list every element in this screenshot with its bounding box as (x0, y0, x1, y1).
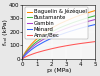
Amar/Bec (95, 41, 96, 42)
Amar/Bec (28, 55, 29, 56)
Bustamante (73, 22, 74, 23)
Ménard (28, 52, 29, 53)
Ménard (31, 49, 32, 50)
Amar/Bec (36, 52, 38, 53)
Gambin (34, 45, 35, 46)
Ménard (73, 30, 74, 31)
Amar/Bec (31, 54, 32, 55)
Baguelin & Jézéquel (22, 59, 23, 60)
Ménard (51, 38, 52, 39)
Gambin (95, 19, 96, 20)
Ménard (58, 35, 60, 36)
Line: Amar/Bec: Amar/Bec (22, 42, 96, 59)
Bustamante (25, 53, 26, 54)
Baguelin & Jézéquel (73, 17, 74, 18)
Baguelin & Jézéquel (88, 12, 89, 13)
Amar/Bec (80, 43, 82, 44)
Bustamante (31, 46, 32, 47)
Legend: Baguelin & Jézéquel, Bustamante, Gambin, Ménard, Amar/Bec: Baguelin & Jézéquel, Bustamante, Gambin,… (25, 7, 88, 39)
Gambin (44, 38, 45, 39)
Amar/Bec (73, 44, 74, 45)
Bustamante (95, 15, 96, 16)
Baguelin & Jézéquel (66, 20, 67, 21)
Ménard (23, 57, 24, 58)
Gambin (58, 31, 60, 32)
Gambin (36, 43, 38, 44)
Amar/Bec (44, 50, 45, 51)
Amar/Bec (22, 59, 23, 60)
Gambin (28, 50, 29, 51)
Amar/Bec (23, 57, 24, 58)
Gambin (73, 25, 74, 26)
Line: Ménard: Ménard (22, 24, 96, 59)
Baguelin & Jézéquel (23, 56, 24, 57)
Gambin (88, 21, 89, 22)
Bustamante (28, 49, 29, 50)
Baguelin & Jézéquel (36, 38, 38, 39)
Baguelin & Jézéquel (31, 44, 32, 45)
Ménard (66, 32, 67, 33)
Gambin (22, 59, 23, 60)
Baguelin & Jézéquel (51, 28, 52, 29)
Amar/Bec (66, 45, 67, 46)
Baguelin & Jézéquel (95, 10, 96, 11)
Amar/Bec (34, 53, 35, 54)
Bustamante (44, 36, 45, 37)
Amar/Bec (58, 47, 60, 48)
Ménard (25, 54, 26, 55)
Amar/Bec (51, 48, 52, 49)
Line: Gambin: Gambin (22, 19, 96, 59)
Gambin (23, 57, 24, 58)
Bustamante (23, 55, 24, 56)
Line: Baguelin & Jézéquel: Baguelin & Jézéquel (22, 10, 96, 59)
Ménard (44, 41, 45, 42)
Bustamante (88, 17, 89, 18)
Ménard (95, 24, 96, 25)
Bustamante (36, 41, 38, 42)
Ménard (22, 59, 23, 60)
Y-axis label: fₛₒₗ (kPa): fₛₒₗ (kPa) (3, 19, 8, 45)
Amar/Bec (88, 42, 89, 43)
Bustamante (58, 28, 60, 29)
Gambin (25, 53, 26, 54)
Gambin (51, 34, 52, 35)
X-axis label: pₗ (MPa): pₗ (MPa) (47, 68, 71, 73)
Baguelin & Jézéquel (34, 41, 35, 42)
Gambin (66, 28, 67, 29)
Bustamante (22, 59, 23, 60)
Amar/Bec (23, 58, 24, 59)
Line: Bustamante: Bustamante (22, 16, 96, 59)
Bustamante (51, 31, 52, 32)
Bustamante (66, 25, 67, 26)
Gambin (80, 23, 82, 24)
Ménard (36, 45, 38, 46)
Baguelin & Jézéquel (23, 54, 24, 55)
Gambin (23, 56, 24, 57)
Ménard (80, 28, 82, 29)
Ménard (23, 56, 24, 57)
Ménard (34, 47, 35, 48)
Bustamante (34, 43, 35, 44)
Ménard (88, 26, 89, 27)
